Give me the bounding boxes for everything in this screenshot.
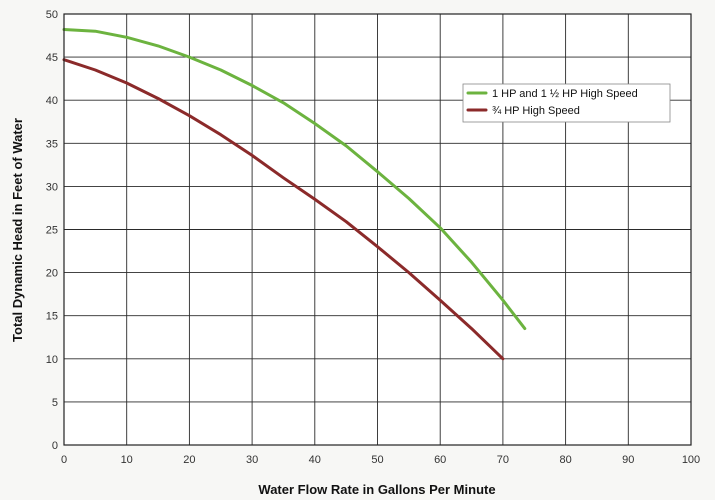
x-tick-label: 0 — [61, 454, 67, 466]
y-tick-label: 50 — [46, 9, 58, 21]
tick-labels: 0 10 20 30 40 50 60 70 80 90 100 0 5 10 15 20 25 30 35 40 45… — [46, 9, 700, 466]
y-tick-label: 25 — [46, 225, 58, 237]
legend-label-three-quarter-hp: ¾ HP High Speed — [492, 105, 580, 117]
series-line-three-quarter-hp — [62, 58, 505, 361]
series-lines — [62, 28, 527, 361]
x-tick-label: 50 — [371, 454, 383, 466]
plot-border — [63, 13, 692, 446]
y-axis-title: Total Dynamic Head in Feet of Water — [10, 118, 25, 342]
x-tick-label: 80 — [559, 454, 571, 466]
y-tick-label: 0 — [52, 440, 58, 452]
y-tick-label: 5 — [52, 397, 58, 409]
x-tick-label: 40 — [309, 454, 321, 466]
x-tick-label: 30 — [246, 454, 258, 466]
x-tick-label: 60 — [434, 454, 446, 466]
legend: 1 HP and 1 ½ HP High Speed ¾ HP High Spe… — [462, 83, 671, 123]
x-tick-label: 20 — [183, 454, 195, 466]
y-tick-label: 20 — [46, 268, 58, 280]
y-tick-label: 35 — [46, 138, 58, 150]
legend-box — [462, 83, 671, 123]
x-tick-label: 90 — [622, 454, 634, 466]
y-tick-label: 45 — [46, 52, 58, 64]
y-tick-label: 30 — [46, 181, 58, 193]
x-tick-label: 70 — [497, 454, 509, 466]
y-tick-label: 10 — [46, 354, 58, 366]
series-line-high-speed — [62, 28, 527, 331]
x-tick-label: 10 — [121, 454, 133, 466]
y-tick-label: 15 — [46, 311, 58, 323]
x-axis-title: Water Flow Rate in Gallons Per Minute — [258, 482, 495, 497]
x-tick-label: 100 — [682, 454, 700, 466]
y-tick-label: 40 — [46, 95, 58, 107]
legend-label-high-speed: 1 HP and 1 ½ HP High Speed — [492, 88, 638, 100]
